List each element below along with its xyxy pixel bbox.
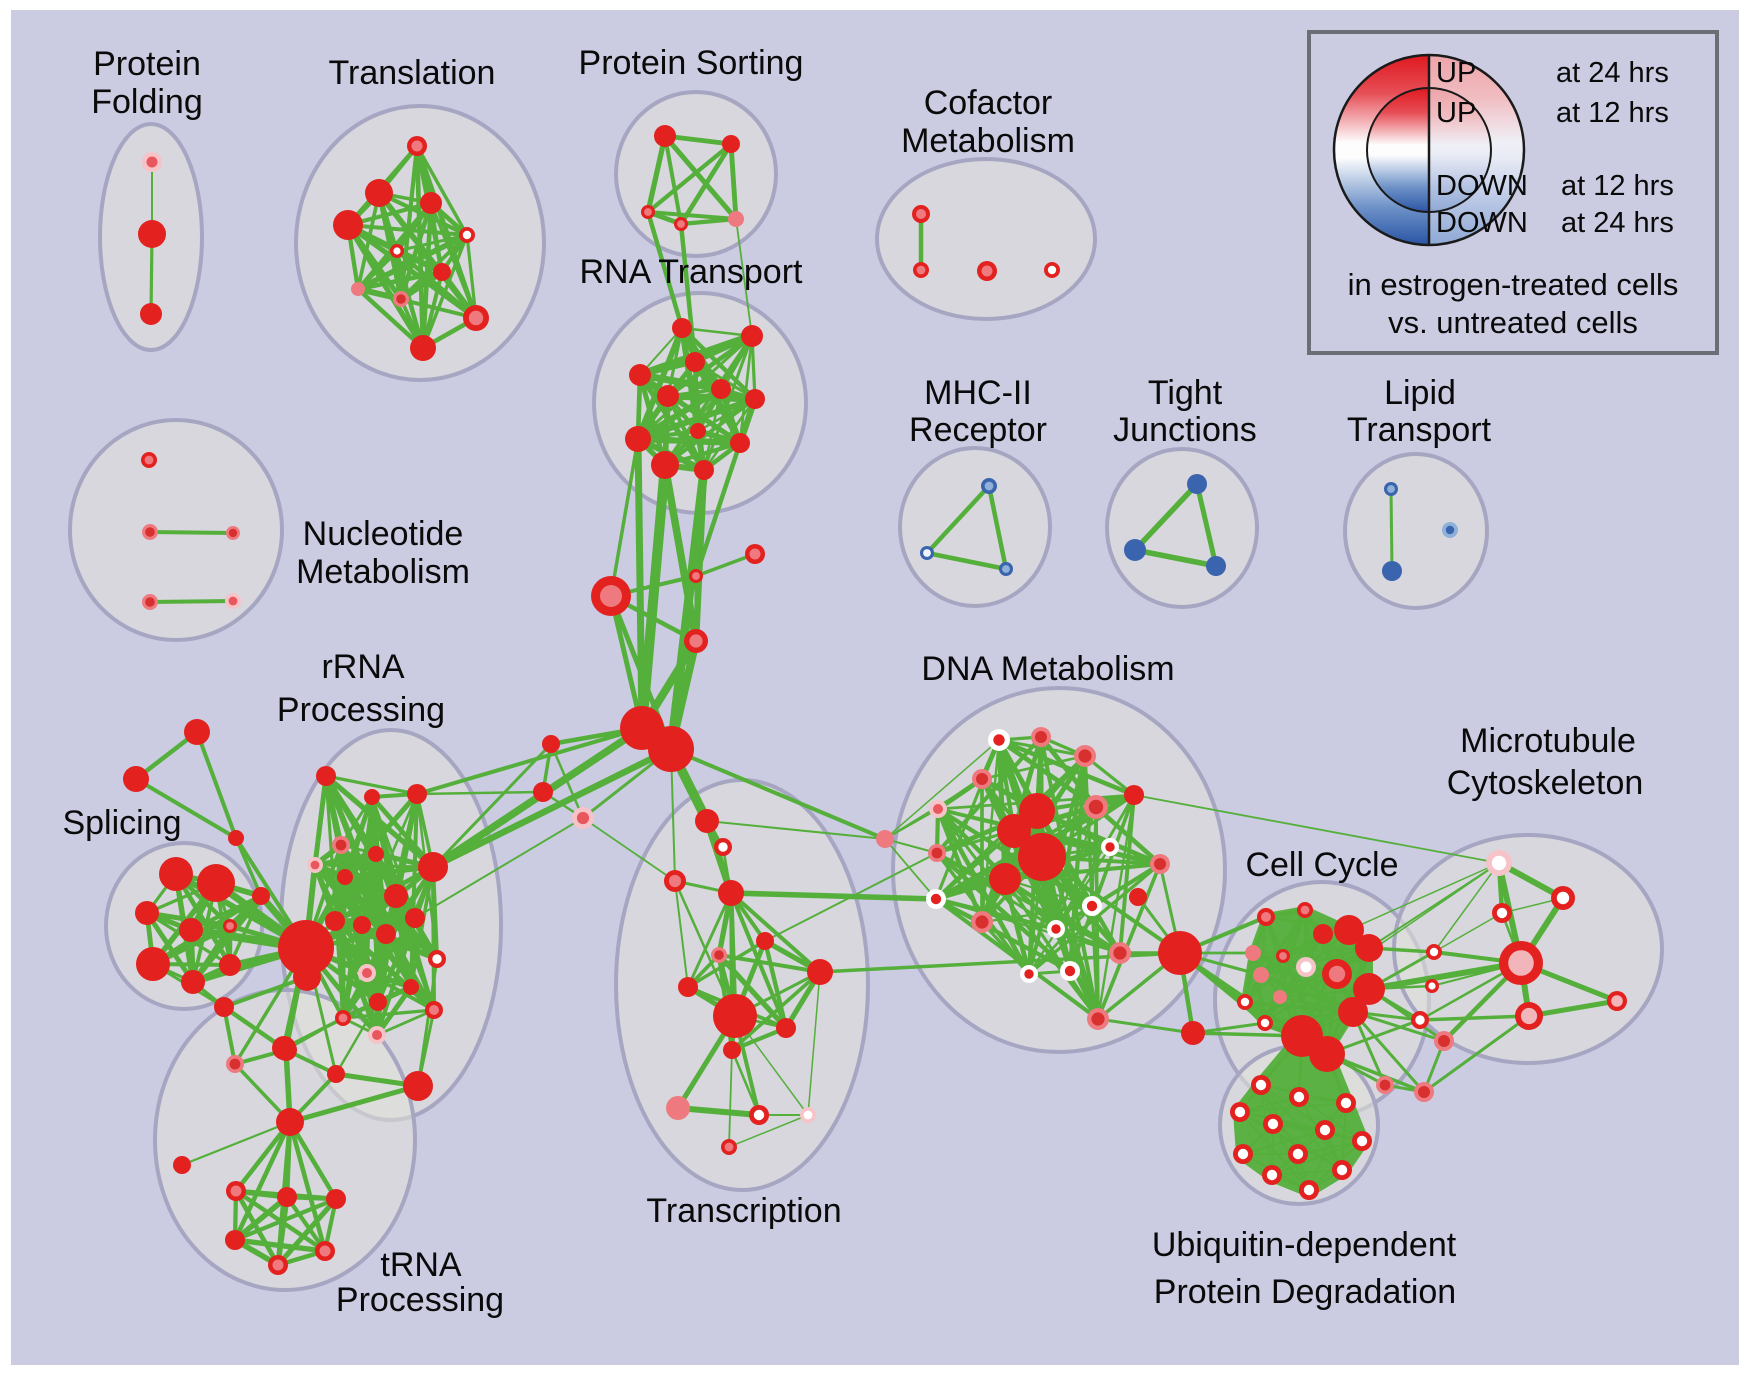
svg-text:Ubiquitin-dependent: Ubiquitin-dependent	[1152, 1226, 1457, 1264]
svg-text:Protein Degradation: Protein Degradation	[1154, 1273, 1456, 1311]
svg-text:Cofactor: Cofactor	[924, 84, 1053, 122]
svg-text:UP: UP	[1436, 97, 1476, 129]
svg-text:Transcription: Transcription	[646, 1192, 841, 1230]
svg-text:RNA Transport: RNA Transport	[580, 253, 804, 291]
svg-text:Splicing: Splicing	[62, 804, 181, 842]
svg-text:DOWN: DOWN	[1436, 207, 1528, 239]
svg-text:MHC-II: MHC-II	[924, 374, 1032, 412]
svg-text:Tight: Tight	[1148, 374, 1223, 412]
svg-text:in estrogen-treated cells: in estrogen-treated cells	[1348, 267, 1679, 302]
svg-text:Transport: Transport	[1347, 411, 1492, 449]
svg-text:UP: UP	[1436, 57, 1476, 89]
svg-text:Lipid: Lipid	[1384, 374, 1456, 412]
svg-text:Processing: Processing	[277, 691, 445, 729]
svg-text:vs. untreated cells: vs. untreated cells	[1388, 305, 1638, 340]
svg-text:Junctions: Junctions	[1113, 411, 1257, 449]
svg-text:Metabolism: Metabolism	[296, 553, 470, 591]
svg-text:DOWN: DOWN	[1436, 170, 1528, 202]
svg-text:at 12 hrs: at 12 hrs	[1556, 97, 1669, 129]
svg-text:Folding: Folding	[91, 83, 203, 121]
svg-text:Microtubule: Microtubule	[1460, 722, 1636, 760]
svg-text:Nucleotide: Nucleotide	[303, 515, 464, 553]
svg-text:rRNA: rRNA	[321, 648, 404, 686]
svg-text:Receptor: Receptor	[909, 411, 1047, 449]
svg-text:Protein: Protein	[93, 45, 201, 83]
svg-text:at 24 hrs: at 24 hrs	[1556, 57, 1669, 89]
svg-text:Processing: Processing	[336, 1281, 504, 1319]
svg-text:Cytoskeleton: Cytoskeleton	[1447, 764, 1644, 802]
svg-text:Protein Sorting: Protein Sorting	[579, 44, 804, 82]
svg-text:Cell Cycle: Cell Cycle	[1245, 846, 1398, 884]
svg-text:DNA Metabolism: DNA Metabolism	[921, 650, 1174, 688]
svg-text:at 24 hrs: at 24 hrs	[1561, 207, 1674, 239]
svg-text:at 12 hrs: at 12 hrs	[1561, 170, 1674, 202]
svg-text:Translation: Translation	[329, 54, 496, 92]
svg-text:tRNA: tRNA	[380, 1246, 462, 1284]
svg-text:Metabolism: Metabolism	[901, 122, 1075, 160]
